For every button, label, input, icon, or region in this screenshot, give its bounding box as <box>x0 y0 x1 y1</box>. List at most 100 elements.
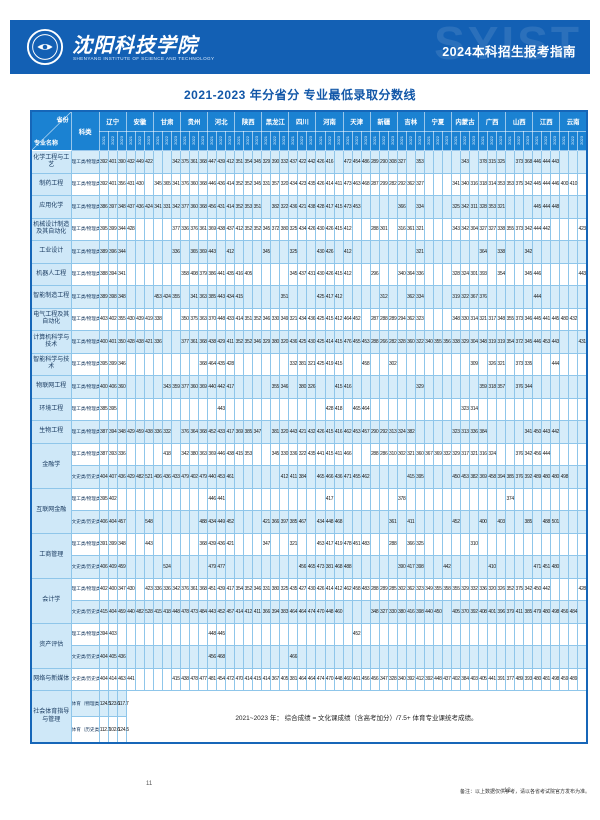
score-cell: 477 <box>198 667 209 691</box>
score-cell <box>152 667 163 691</box>
score-cell: 440 <box>207 465 218 489</box>
score-cell <box>387 262 398 286</box>
score-cell: 338 <box>496 217 507 241</box>
score-cell: 351 <box>252 195 263 219</box>
score-cell: 424 <box>143 195 154 219</box>
score-cell: 402 <box>450 667 461 691</box>
score-cell: 430 <box>306 577 317 601</box>
score-cell: 453 <box>541 330 552 354</box>
score-cell: 466 <box>342 442 353 466</box>
score-cell: 411 <box>225 330 236 354</box>
score-cell <box>161 330 172 354</box>
score-cell: 422 <box>143 150 154 174</box>
score-cell: 345 <box>261 240 272 264</box>
score-cell <box>487 622 498 646</box>
score-cell <box>306 397 317 421</box>
score-cell <box>559 262 570 286</box>
school-logo-icon <box>26 28 64 66</box>
score-cell: 334 <box>414 285 425 309</box>
score-cell: 342 <box>523 172 534 196</box>
score-cell <box>261 285 272 309</box>
score-cell <box>541 487 552 511</box>
score-cell <box>559 240 570 264</box>
score-cell: 387 <box>98 420 109 444</box>
major-name: 智能科学与技术 <box>30 352 72 376</box>
score-cell: 301 <box>469 262 480 286</box>
score-cell: 395 <box>414 465 425 489</box>
score-cell <box>170 352 182 376</box>
score-cell: 361 <box>189 330 200 354</box>
score-cell <box>360 375 371 399</box>
score-cell: 484 <box>198 600 209 624</box>
table-row: 网络与新媒体 文史类/历史类 404 414 463 441 415 438 478 477 481… <box>30 667 588 691</box>
score-cell: 323 <box>414 577 425 601</box>
score-cell <box>279 397 290 421</box>
score-cell: 292 <box>378 420 389 444</box>
score-cell: 394 <box>98 622 109 646</box>
score-cell: 444 <box>541 150 552 174</box>
score-cell: 437 <box>225 217 236 241</box>
score-cell <box>414 487 425 511</box>
score-cell <box>315 645 326 669</box>
score-cell: 366 <box>405 532 416 556</box>
year-header: 2022 <box>378 131 389 151</box>
score-cell <box>161 645 172 669</box>
score-cell: 418 <box>161 442 172 466</box>
score-cell: 344 <box>116 217 127 241</box>
score-cell <box>450 150 461 174</box>
score-cell <box>369 352 380 376</box>
year-header: 2023 <box>577 131 588 151</box>
score-cell: 381 <box>270 420 281 444</box>
score-cell: 417 <box>225 577 236 601</box>
score-cell: 434 <box>225 285 236 309</box>
score-cell: 473 <box>189 600 200 624</box>
score-cell <box>369 375 380 399</box>
score-cell: 348 <box>369 600 380 624</box>
score-cell: 352 <box>243 330 254 354</box>
score-cell <box>532 510 543 534</box>
year-header: 2021 <box>98 131 109 151</box>
province-header: 宁夏 <box>423 110 452 132</box>
score-cell: 342 <box>179 442 191 466</box>
score-cell <box>514 420 525 444</box>
score-cell: 360 <box>189 172 200 196</box>
score-cell: 489 <box>532 465 543 489</box>
score-cell <box>523 487 534 511</box>
score-cell: 478 <box>189 667 200 691</box>
score-cell: 452 <box>225 510 236 534</box>
score-cell: 341 <box>116 262 127 286</box>
score-cell: 448 <box>324 600 335 624</box>
score-cell <box>559 352 570 376</box>
score-cell <box>360 510 371 534</box>
score-cell: 329 <box>261 150 272 174</box>
score-cell: 440 <box>423 600 434 624</box>
score-cell: 320 <box>279 420 290 444</box>
score-cell: 394 <box>496 465 507 489</box>
score-cell: 444 <box>541 172 552 196</box>
score-cell <box>252 240 263 264</box>
score-cell: 375 <box>514 577 525 601</box>
score-cell: 397 <box>107 195 118 219</box>
province-header: 内蒙古 <box>450 110 480 132</box>
score-cell <box>423 555 434 579</box>
score-cell: 321 <box>288 307 299 331</box>
score-cell <box>432 195 443 219</box>
score-cell <box>487 397 498 421</box>
score-cell: 435 <box>306 172 317 196</box>
score-cell: 379 <box>505 600 516 624</box>
score-cell: 289 <box>387 307 398 331</box>
score-cell: 435 <box>306 442 317 466</box>
score-cell <box>134 397 145 421</box>
score-cell <box>487 285 498 309</box>
year-header: 2023 <box>496 131 507 151</box>
page-title: 2021-2023 年分省分 专业最低录取分数线 <box>183 88 417 102</box>
score-cell <box>297 532 308 556</box>
score-cell: 384 <box>297 465 308 489</box>
score-cell: 352 <box>243 172 254 196</box>
score-cell: 338 <box>450 330 461 354</box>
score-cell <box>252 622 263 646</box>
score-cell: 452 <box>450 510 461 534</box>
score-cell <box>170 510 182 534</box>
score-cell: 373 <box>514 307 525 331</box>
score-cell: 325 <box>496 150 507 174</box>
